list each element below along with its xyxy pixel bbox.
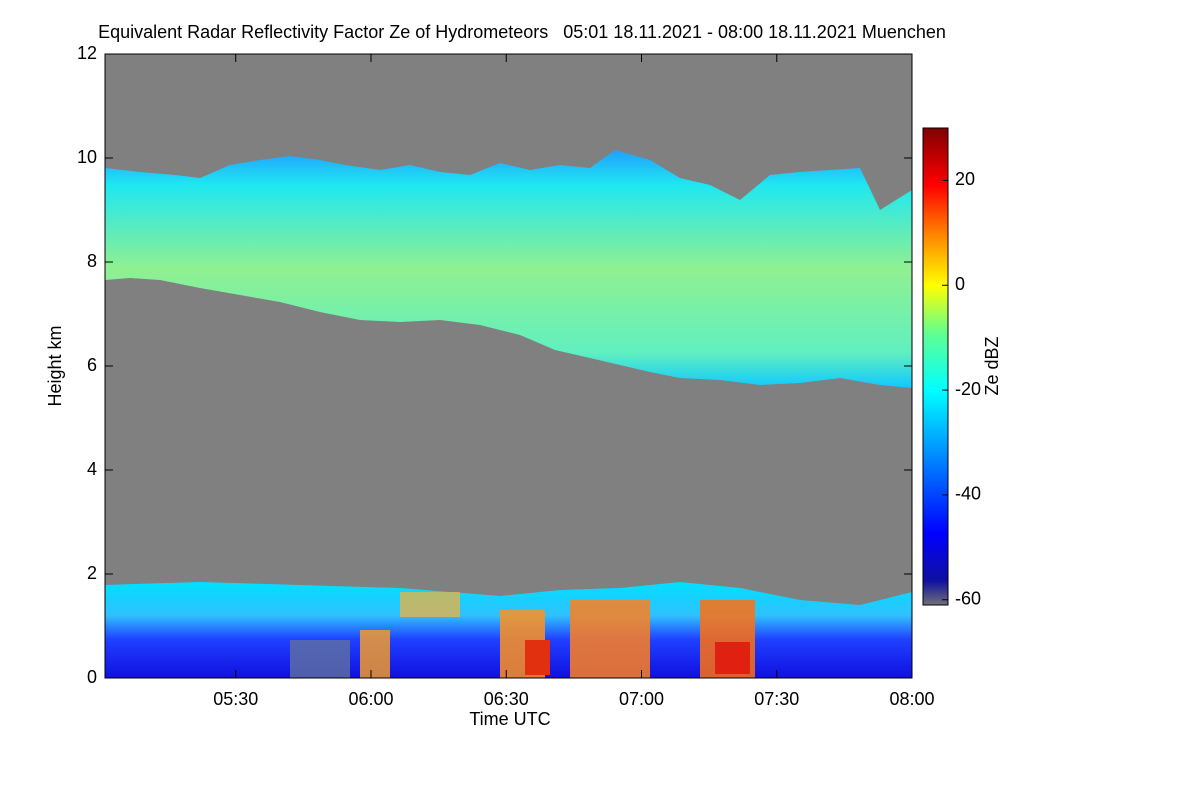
- y-axis-label: Height km: [45, 325, 65, 406]
- echo: [715, 642, 750, 674]
- plot-area: [104, 53, 913, 679]
- y-tick-label: 6: [87, 355, 97, 375]
- cloud-layer: [105, 150, 912, 388]
- echo: [400, 592, 460, 617]
- x-tick-label: 07:00: [619, 689, 664, 709]
- y-tick-label: 10: [77, 147, 97, 167]
- colorbar-tick-label: -60: [955, 589, 981, 609]
- colorbar-tick-label: -20: [955, 379, 981, 399]
- echo: [570, 600, 650, 678]
- x-tick-label: 06:30: [484, 689, 529, 709]
- x-axis-label: Time UTC: [469, 709, 550, 729]
- y-tick-label: 4: [87, 459, 97, 479]
- y-tick-label: 0: [87, 667, 97, 687]
- echo: [525, 640, 550, 675]
- colorbar: [922, 127, 949, 606]
- colorbar-tick-label: -40: [955, 484, 981, 504]
- y-tick-label: 12: [77, 43, 97, 63]
- x-tick-label: 06:00: [348, 689, 393, 709]
- x-tick-label: 05:30: [213, 689, 258, 709]
- y-tick-label: 8: [87, 251, 97, 271]
- chart-title: Equivalent Radar Reflectivity Factor Ze …: [98, 22, 946, 42]
- colorbar-label: Ze dBZ: [982, 336, 1002, 395]
- x-tick-label: 08:00: [889, 689, 934, 709]
- colorbar-tick-label: 20: [955, 169, 975, 189]
- x-tick-label: 07:30: [754, 689, 799, 709]
- echo: [290, 640, 350, 678]
- colorbar-tick-label: 0: [955, 274, 965, 294]
- echo: [360, 630, 390, 678]
- y-tick-label: 2: [87, 563, 97, 583]
